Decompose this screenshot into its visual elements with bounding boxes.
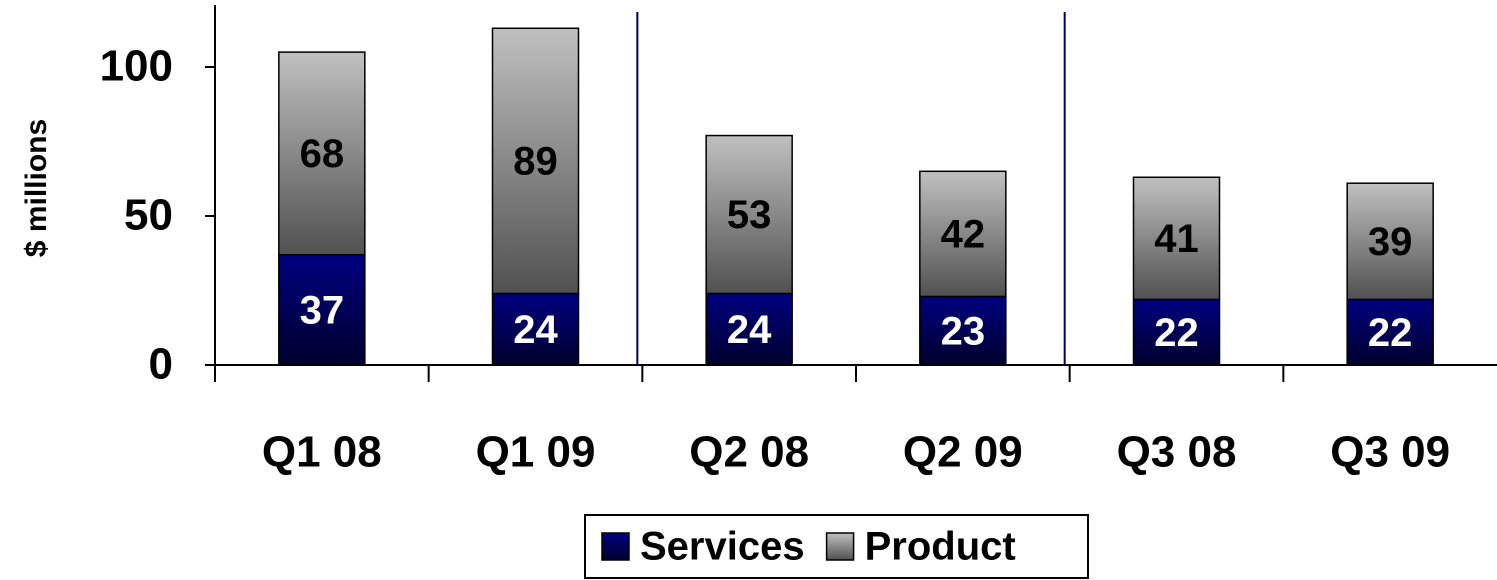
y-tick-label: 100 xyxy=(100,42,173,91)
x-tick-label: Q1 08 xyxy=(262,428,382,477)
x-tick-label: Q3 09 xyxy=(1330,428,1450,477)
y-tick-label: 0 xyxy=(149,340,173,389)
x-tick-label: Q1 09 xyxy=(476,428,596,477)
value-label: 41 xyxy=(1154,217,1199,261)
value-label: 53 xyxy=(727,193,772,237)
bar-segment xyxy=(919,170,1007,298)
bar-segment xyxy=(278,253,366,366)
value-label: 22 xyxy=(1154,311,1199,355)
value-label: 24 xyxy=(513,308,558,352)
value-label: 68 xyxy=(300,132,345,176)
legend-swatch xyxy=(825,532,855,561)
bar-segment xyxy=(1132,298,1221,366)
bar-segment xyxy=(919,295,1007,366)
value-label: 37 xyxy=(300,288,345,332)
bar-segment xyxy=(705,134,793,295)
bar-segment xyxy=(491,292,580,366)
legend-label: Product xyxy=(865,525,1016,569)
x-tick-label: Q2 09 xyxy=(903,428,1023,477)
legend-label: Services xyxy=(640,525,805,569)
y-axis-label: $ millions xyxy=(20,119,53,257)
value-label: 23 xyxy=(941,309,986,353)
y-tick-label: 50 xyxy=(124,191,173,240)
x-tick-label: Q3 08 xyxy=(1117,428,1237,477)
bar-segment xyxy=(491,27,580,295)
value-label: 24 xyxy=(727,308,772,352)
bar-segment xyxy=(1346,182,1434,301)
bar-segment xyxy=(1132,176,1221,301)
value-label: 39 xyxy=(1368,220,1413,264)
bar-segment xyxy=(278,51,366,256)
bar-segment xyxy=(705,292,793,366)
legend-swatch xyxy=(601,532,630,561)
value-label: 42 xyxy=(941,212,986,256)
value-label: 89 xyxy=(513,139,558,183)
x-tick-label: Q2 08 xyxy=(689,428,809,477)
value-label: 22 xyxy=(1368,311,1413,355)
